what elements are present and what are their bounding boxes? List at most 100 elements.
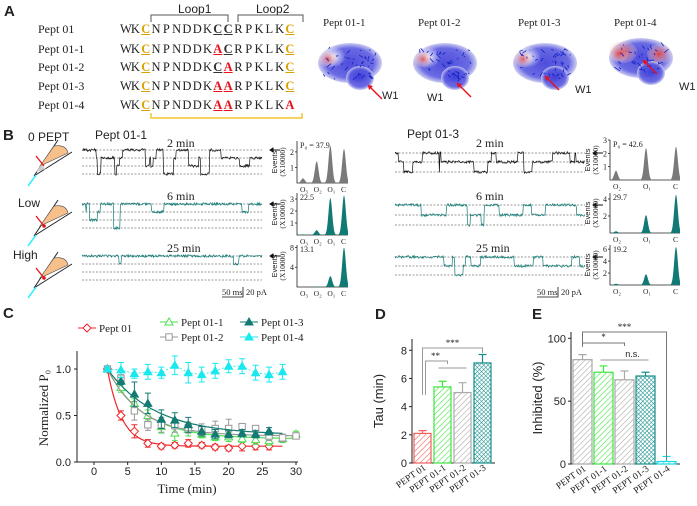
current-trace [394,150,585,175]
structure-title: Pept 01-1 [323,17,366,29]
residue: D [192,60,202,74]
triangle-marker [210,365,221,375]
po-value: P₀ = 37.9 [300,141,330,150]
time-label: 2 min [476,136,504,150]
hist-fill [297,145,348,183]
level-label: O₁ [643,182,651,191]
level-label: O₂ [314,289,322,298]
residue: D [192,79,202,93]
pipette-cartoon-icon [27,139,73,187]
y-axis-label: Inhibited (%) [530,362,545,435]
level-label: C [341,237,346,246]
series-pept-01-4 [102,355,288,384]
arrowhead-icon [545,76,550,81]
level-label: C [673,182,678,191]
current-arrow-icon [27,174,37,187]
triangle-marker [156,367,167,377]
triangle-marker [129,389,140,398]
peptide-arrow-icon [35,215,45,227]
x-tick-label: 5 [125,466,131,478]
residue: K [254,60,264,74]
loop2-bracket [237,14,304,22]
legend-label: Pept 01-1 [181,317,223,329]
residue: C [285,42,295,56]
closed-level-arrow-icon [269,201,280,207]
diamond-marker [210,442,220,452]
ylabel-events: Events [583,148,592,171]
triangle-marker [237,428,247,437]
sequence-text: WKCN P NDDKAA R P K L KA [120,98,295,113]
residue: D [192,98,202,112]
stick-model [614,42,669,74]
scale-bar [222,287,244,298]
bar [635,375,656,465]
residue: L [265,98,274,112]
y-tick-label: 50 [554,396,566,408]
residue: K [203,79,213,93]
triangle-marker [116,364,126,374]
residue: C [285,60,295,74]
residue: K [254,22,264,36]
ylabel-events: Events [583,201,592,224]
triangle-marker [183,419,194,429]
residue: K [254,98,264,112]
residue: L [265,60,274,74]
tick-label: 2 [603,212,607,221]
residue: K [275,42,285,56]
x-tick-label: 0 [91,466,97,478]
level-label: O₁ [327,185,335,194]
scale-bar [537,287,559,298]
legend-label: Pept 01-4 [261,332,304,344]
residue: C [223,22,233,36]
tick-label: 1 [290,163,294,172]
level-label: O₃ [300,185,308,194]
molecular-surface-structure: W1 [413,43,477,104]
tick-label: 2 [603,149,607,158]
triangle-marker [143,366,153,376]
residue: N [151,42,161,56]
y-tick-label: 6 [401,373,407,385]
error-bar [185,361,192,384]
diamond-marker [223,443,234,453]
diamond-marker [143,438,153,449]
error-bar [131,381,138,407]
level-label: O₃ [300,289,308,298]
residue: W [120,60,132,74]
condition-label-2: High [13,248,38,262]
level-label: O₂ [613,182,621,191]
significance-label: * [601,332,606,342]
residue: P [162,98,170,112]
residue: A [223,60,233,74]
hist-ylabel: Events (X10000) [270,251,287,281]
triangle-marker [264,369,274,379]
triangle-marker [183,367,194,377]
scale-time-label: 50 ms [222,287,243,297]
significance-bracket [582,342,625,347]
panel-label-a: A [4,3,15,20]
bar [473,362,492,464]
residue: P [162,79,170,93]
residue: W [120,22,132,36]
y-tick-label: 1.0 [56,364,71,376]
group-title-1: Pept 01-3 [407,127,460,141]
error-bar [599,365,608,373]
residue: P [162,22,170,36]
legend-item: Pept 01-2 [160,332,223,344]
triangle-marker [244,331,254,341]
residue: P [245,60,253,74]
amplitude-histogram: 2 4 O₂ O₁ C 29.7 Events (X10000) [583,193,680,244]
series-pept-01-3 [102,363,283,440]
residue: P [245,98,253,112]
diamond-marker [170,440,180,450]
y-axis-label-group: Tau (min) [371,374,386,428]
residue: A [213,42,223,56]
residue: N [172,42,182,56]
w1-label: W1 [382,90,399,102]
diamond-marker [82,323,92,333]
triangle-marker [264,426,274,435]
hist-ylabel: Events (X10000) [583,250,600,280]
ylabel-events: Events [270,202,279,225]
square-marker [144,421,152,429]
arrowhead-icon [457,83,462,88]
